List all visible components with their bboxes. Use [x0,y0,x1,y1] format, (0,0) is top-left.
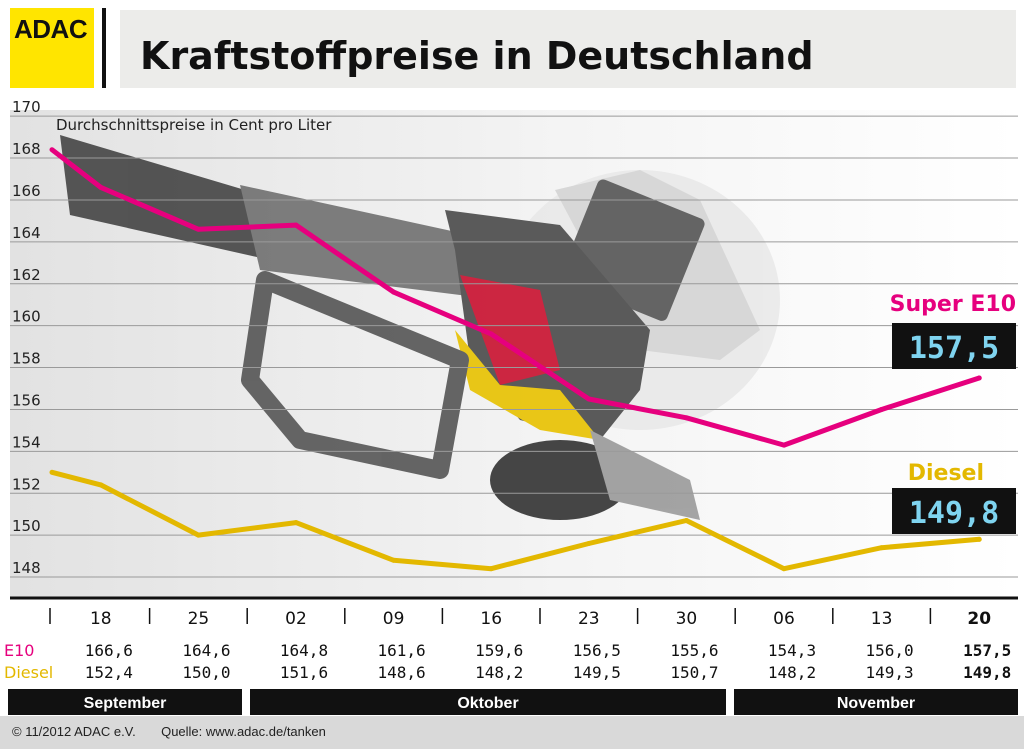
data-point-0-7 [781,442,787,448]
y-tick-160: 160 [12,308,41,326]
source: Quelle: www.adac.de/tanken [161,724,326,739]
data-point-0-1 [195,226,201,232]
x-tick-label-2: 02 [285,609,307,629]
logo-divider [102,8,106,88]
value-label-1-4: 148,2 [475,663,523,682]
value-label-0-6: 155,6 [670,641,718,660]
value-label-1-1: 150,0 [182,663,230,682]
x-tick-label-1: 25 [188,609,210,629]
data-point-0-4 [488,331,494,337]
value-label-0-4: 159,6 [475,641,523,660]
x-tick-label-6: 30 [676,609,698,629]
x-axis-table: 18 166,6 152,4 25 164,6 150,0 02 164,8 151,6 09 16… [49,608,1011,682]
data-point-1-5 [586,541,592,547]
data-point-1-1 [195,532,201,538]
x-tick-label-3: 09 [383,609,405,629]
footer: © 11/2012 ADAC e.V. Quelle: www.adac.de/… [0,716,1024,749]
month-bar-0 [8,689,242,715]
data-point-1-7 [781,566,787,572]
title-box: Kraftstoffpreise in Deutschland [120,10,1016,88]
value-label-0-9: 157,5 [963,641,1011,660]
value-label-1-8: 149,3 [866,663,914,682]
data-point-1-3 [391,557,397,563]
x-tick-label-9: 20 [967,609,991,629]
legend-super-e10: Super E10 [890,292,1016,317]
data-point-0-2 [293,222,299,228]
page-title: Kraftstoffpreise in Deutschland [140,34,814,78]
data-point-1-2 [293,520,299,526]
data-point-1-6 [683,517,689,523]
x-tick-label-4: 16 [480,609,502,629]
month-label-0: September [84,695,167,712]
value-label-0-0: 166,6 [85,641,133,660]
y-tick-166: 166 [12,182,41,200]
fuel-nozzle-illustration [60,135,780,520]
value-label-0-1: 164,6 [182,641,230,660]
x-tick-label-0: 18 [90,609,112,629]
value-label-0-3: 161,6 [378,641,426,660]
price-display-e10-value: 157,5 [909,331,999,366]
adac-logo: ADAC [10,8,94,88]
footer-text: © 11/2012 ADAC e.V. Quelle: www.adac.de/… [12,724,326,739]
y-tick-156: 156 [12,391,41,409]
logo-text: ADAC [14,14,88,44]
y-tick-162: 162 [12,266,41,284]
y-tick-164: 164 [12,224,41,242]
value-label-1-0: 152,4 [85,663,133,682]
month-bars: September Oktober November [8,689,1018,715]
data-point-1-0 [98,482,104,488]
x-tick-label-7: 06 [773,609,795,629]
y-tick-154: 154 [12,433,41,451]
row-label-e10: E10 [4,641,34,660]
value-label-0-8: 156,0 [866,641,914,660]
grid [10,115,1018,578]
row-label-diesel: Diesel [4,663,53,682]
series-lines [49,147,982,572]
value-label-1-3: 148,6 [378,663,426,682]
y-tick-168: 168 [12,140,41,158]
value-label-1-5: 149,5 [573,663,621,682]
value-label-1-2: 151,6 [280,663,328,682]
copyright: © 11/2012 ADAC e.V. [12,724,136,739]
data-point-1-9 [976,536,982,542]
y-tick-148: 148 [12,559,41,577]
data-point-1-8 [879,545,885,551]
x-tick-label-8: 13 [871,609,893,629]
price-display-diesel [892,488,1016,534]
data-point-0-6 [683,415,689,421]
price-display-e10 [892,323,1016,369]
y-axis: 148 150 152 154 156 158 160 162 164 166 168 170 [12,100,41,577]
data-point-0-3 [391,289,397,295]
value-label-1-9: 149,8 [963,663,1011,682]
value-label-0-2: 164,8 [280,641,328,660]
y-tick-150: 150 [12,517,41,535]
value-label-1-7: 148,2 [768,663,816,682]
month-bar-2 [734,689,1018,715]
data-point-0-5 [586,396,592,402]
data-point-0-0 [98,184,104,190]
y-tick-158: 158 [12,350,41,368]
price-display-diesel-value: 149,8 [909,496,999,531]
header: ADAC Kraftstoffpreise in Deutschland [0,0,1024,100]
legend-diesel: Diesel [908,461,984,486]
data-point-0-8 [879,406,885,412]
y-tick-170: 170 [12,100,41,116]
fuel-price-chart: 148 150 152 154 156 158 160 162 164 166 168 170 Dur… [4,100,1018,715]
data-point-1-4 [488,566,494,572]
month-label-2: November [837,695,915,712]
value-label-1-6: 150,7 [670,663,718,682]
data-point-0-9 [976,375,982,381]
x-tick-label-5: 23 [578,609,600,629]
chart-subtitle: Durchschnittspreise in Cent pro Liter [56,116,332,134]
value-label-0-5: 156,5 [573,641,621,660]
y-tick-152: 152 [12,475,41,493]
value-label-0-7: 154,3 [768,641,816,660]
month-label-1: Oktober [457,695,518,712]
month-bar-1 [250,689,726,715]
